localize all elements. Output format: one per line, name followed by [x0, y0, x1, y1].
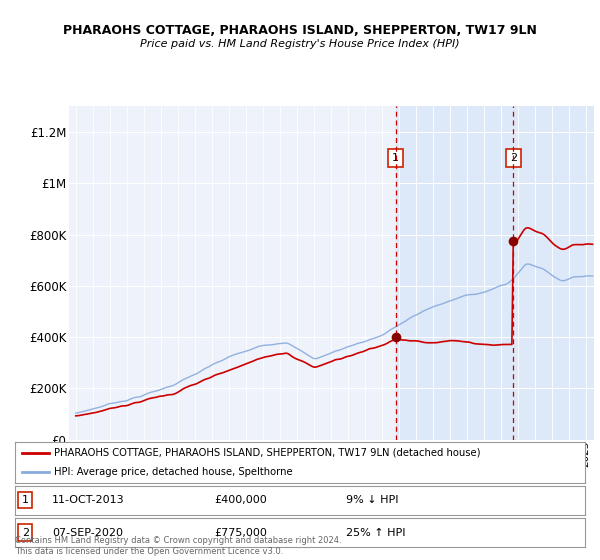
Text: 9% ↓ HPI: 9% ↓ HPI — [346, 495, 398, 505]
Text: 1: 1 — [22, 495, 29, 505]
Text: 2: 2 — [510, 153, 517, 162]
Text: £400,000: £400,000 — [215, 495, 267, 505]
Bar — [513, 106, 594, 440]
Text: PHARAOHS COTTAGE, PHARAOHS ISLAND, SHEPPERTON, TW17 9LN (detached house): PHARAOHS COTTAGE, PHARAOHS ISLAND, SHEPP… — [54, 448, 480, 458]
Text: Price paid vs. HM Land Registry's House Price Index (HPI): Price paid vs. HM Land Registry's House … — [140, 39, 460, 49]
Text: 1: 1 — [392, 153, 399, 162]
Text: £775,000: £775,000 — [215, 528, 268, 538]
Text: HPI: Average price, detached house, Spelthorne: HPI: Average price, detached house, Spel… — [54, 466, 292, 477]
Text: PHARAOHS COTTAGE, PHARAOHS ISLAND, SHEPPERTON, TW17 9LN: PHARAOHS COTTAGE, PHARAOHS ISLAND, SHEPP… — [63, 24, 537, 36]
Text: Contains HM Land Registry data © Crown copyright and database right 2024.
This d: Contains HM Land Registry data © Crown c… — [15, 536, 341, 556]
Text: 2: 2 — [22, 528, 29, 538]
Text: 07-SEP-2020: 07-SEP-2020 — [52, 528, 123, 538]
Bar — [396, 106, 513, 440]
Text: 25% ↑ HPI: 25% ↑ HPI — [346, 528, 405, 538]
Text: 11-OCT-2013: 11-OCT-2013 — [52, 495, 125, 505]
